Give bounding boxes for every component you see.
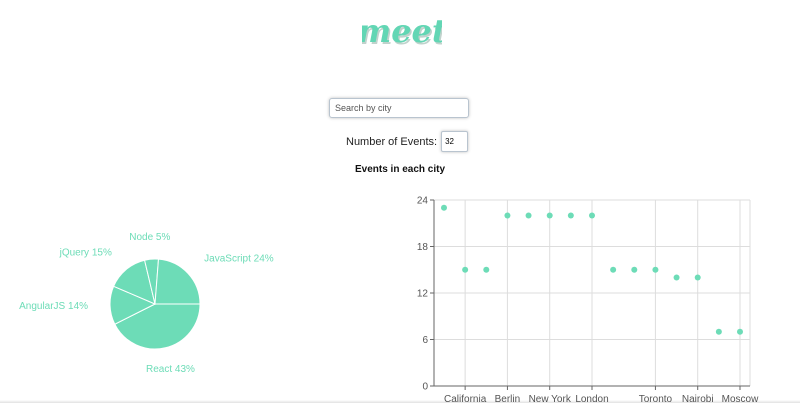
scatter-point[interactable] <box>462 266 469 273</box>
y-tick-label: 12 <box>417 289 429 300</box>
pie-slice-react <box>114 303 201 350</box>
number-of-events-label: Number of Events: <box>346 135 438 148</box>
logo-text: meet <box>362 12 442 50</box>
x-tick-label-moscow: Moscow <box>722 394 759 403</box>
city-search-input[interactable] <box>329 98 469 118</box>
scatter-point[interactable] <box>546 212 553 219</box>
scatter-point[interactable] <box>610 266 617 273</box>
y-tick-label: 18 <box>417 242 429 253</box>
scatter-point[interactable] <box>694 274 701 281</box>
scatter-point[interactable] <box>631 266 638 273</box>
logo-shadow: meet <box>362 14 442 52</box>
x-tick-label-california: California <box>444 394 487 403</box>
number-of-events-row: Number of Events: <box>346 131 469 152</box>
chart-section-title: Events in each city <box>354 164 446 175</box>
pie-slice-javascript <box>154 258 201 305</box>
search-container <box>329 98 469 118</box>
pie-label-javascript: JavaScript 24% <box>204 254 274 265</box>
scatter-point[interactable] <box>525 212 532 219</box>
pie-label-node: Node 5% <box>129 232 170 243</box>
x-tick-label-toronto: Toronto <box>639 394 673 403</box>
x-tick-label-london: London <box>575 394 608 403</box>
pie-label-jquery: jQuery 15% <box>59 248 112 259</box>
y-tick-label: 6 <box>422 335 428 346</box>
scatter-point[interactable] <box>504 212 511 219</box>
x-tick-label-berlin: Berlin <box>495 394 521 403</box>
scatter-point[interactable] <box>737 328 743 335</box>
scatter-point[interactable] <box>673 274 680 281</box>
x-tick-label-new-york: New York <box>529 394 572 403</box>
scatter-point[interactable] <box>589 212 595 219</box>
number-of-events-input[interactable] <box>441 131 469 152</box>
scatter-point[interactable] <box>652 266 659 273</box>
meet-logo: meet meet <box>362 12 442 52</box>
pie-label-angularjs: AngularJS 14% <box>19 301 88 312</box>
scatter-point[interactable] <box>715 328 722 335</box>
pie-chart: React 43% AngularJS 14% jQuery 15% Node 5% J… <box>19 232 274 375</box>
scatter-chart: 0 6 12 18 24 California Berlin New York London To… <box>417 196 759 403</box>
scatter-point[interactable] <box>567 212 574 219</box>
pie-label-react: React 43% <box>146 364 195 375</box>
y-tick-label: 24 <box>417 196 429 207</box>
y-tick-label: 0 <box>422 382 428 393</box>
x-tick-label-nairobi: Nairobi <box>682 394 714 403</box>
page-bottom-edge <box>0 400 800 403</box>
scatter-point[interactable] <box>441 204 447 211</box>
scatter-point[interactable] <box>483 266 490 273</box>
